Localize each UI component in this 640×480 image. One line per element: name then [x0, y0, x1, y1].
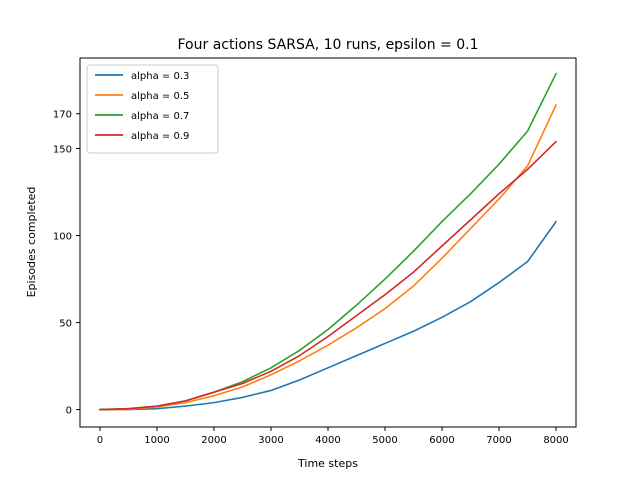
y-tick-label: 170	[53, 110, 72, 121]
y-axis: 0 50 100 150 170	[53, 110, 80, 417]
series-layer	[99, 72, 557, 411]
legend: alpha = 0.3 alpha = 0.5 alpha = 0.7 alpha =…	[86, 64, 219, 154]
x-tick-label: 0	[97, 435, 103, 446]
y-tick-label: 150	[53, 145, 72, 156]
x-tick-label: 7000	[486, 435, 511, 446]
x-tick-label: 8000	[543, 435, 568, 446]
legend-label-0: alpha = 0.3	[131, 71, 189, 82]
legend-label-1: alpha = 0.5	[131, 91, 189, 102]
x-tick-label: 3000	[258, 435, 283, 446]
y-axis-label: Episodes completed	[25, 187, 38, 298]
x-axis: 0 1000 2000 3000 4000 5000 6000 7000 8000	[97, 427, 569, 446]
chart-title: Four actions SARSA, 10 runs, epsilon = 0…	[178, 37, 479, 53]
series-line-0	[99, 220, 557, 411]
legend-label-3: alpha = 0.9	[131, 131, 189, 142]
x-axis-label: Time steps	[297, 457, 358, 470]
series-line-3	[99, 140, 557, 411]
x-tick-label: 5000	[372, 435, 397, 446]
x-tick-label: 4000	[315, 435, 340, 446]
y-tick-label: 0	[66, 406, 72, 417]
legend-label-2: alpha = 0.7	[131, 111, 189, 122]
y-tick-label: 100	[53, 232, 72, 243]
x-tick-label: 6000	[429, 435, 454, 446]
x-tick-label: 1000	[144, 435, 169, 446]
series-line-1	[99, 104, 557, 411]
y-tick-label: 50	[59, 319, 72, 330]
x-tick-label: 2000	[201, 435, 226, 446]
legend-box	[86, 64, 219, 154]
